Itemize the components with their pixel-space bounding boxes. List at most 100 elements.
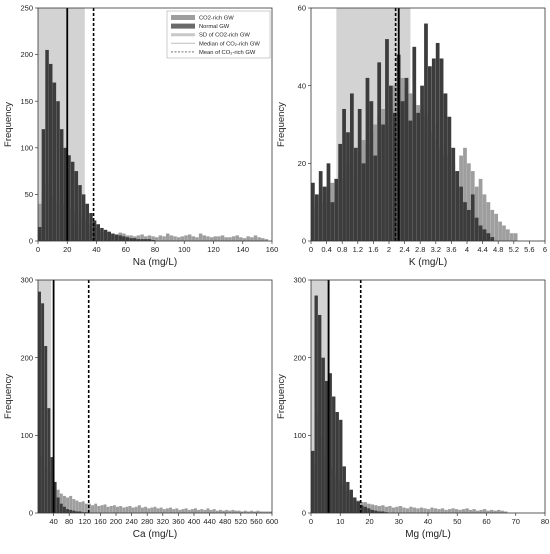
bar bbox=[467, 163, 471, 241]
x-tick-label: 60 bbox=[482, 517, 490, 526]
bar bbox=[144, 239, 148, 241]
bar bbox=[66, 509, 70, 513]
x-tick-label: 5.6 bbox=[524, 245, 534, 254]
bar bbox=[322, 186, 327, 241]
bar bbox=[125, 506, 129, 513]
bar bbox=[195, 237, 199, 241]
bar bbox=[78, 511, 82, 513]
bar bbox=[350, 93, 354, 241]
bar bbox=[147, 239, 152, 241]
bar bbox=[502, 225, 506, 241]
y-tick-label: 100 bbox=[293, 431, 306, 440]
bar bbox=[474, 186, 479, 241]
bar bbox=[84, 503, 88, 513]
bar bbox=[405, 508, 410, 513]
bar bbox=[470, 194, 475, 241]
bar bbox=[377, 511, 382, 513]
x-tick-label: 60 bbox=[122, 245, 130, 254]
bar bbox=[314, 295, 318, 513]
bar bbox=[433, 508, 438, 513]
bar bbox=[213, 236, 218, 241]
y-tick-label: 0 bbox=[302, 237, 306, 246]
bar bbox=[67, 155, 71, 241]
chart-panel-ca: 40 80 120 160 200 240 280 320 360 400 440 480 520 560… bbox=[3, 276, 278, 540]
bar bbox=[215, 510, 219, 513]
bar bbox=[389, 85, 393, 242]
bar bbox=[151, 236, 155, 241]
y-tick-label: 200 bbox=[293, 353, 306, 362]
y-tick-label: 50 bbox=[25, 190, 33, 199]
x-tick-label: 320 bbox=[157, 517, 170, 526]
y-tick-label: 0 bbox=[302, 509, 306, 518]
bar bbox=[38, 203, 42, 241]
x-tick-label: 2.4 bbox=[399, 245, 409, 254]
bar bbox=[81, 194, 86, 241]
x-tick-label: 4.8 bbox=[493, 245, 503, 254]
bar bbox=[81, 501, 85, 513]
bar bbox=[423, 508, 427, 513]
bar bbox=[112, 505, 116, 513]
bar bbox=[504, 511, 508, 513]
bar bbox=[75, 500, 79, 513]
bar bbox=[94, 503, 98, 513]
bar bbox=[78, 502, 82, 513]
bar bbox=[444, 509, 448, 513]
bar bbox=[404, 77, 409, 242]
series-co2-rich bbox=[38, 454, 272, 513]
bar bbox=[463, 147, 467, 241]
bar bbox=[162, 509, 166, 513]
bar bbox=[400, 101, 405, 241]
bar bbox=[381, 505, 385, 513]
bar bbox=[119, 506, 123, 513]
bar bbox=[191, 236, 196, 241]
y-tick-label: 0 bbox=[29, 237, 33, 246]
bar bbox=[41, 129, 46, 241]
x-tick-label: 280 bbox=[141, 517, 154, 526]
bar bbox=[209, 237, 214, 241]
bar bbox=[129, 238, 133, 241]
x-tick-label: 20 bbox=[63, 245, 71, 254]
bar bbox=[430, 507, 434, 513]
y-tick-label: 200 bbox=[20, 353, 33, 362]
bar bbox=[107, 231, 111, 241]
bar bbox=[325, 380, 329, 513]
bar bbox=[69, 509, 73, 513]
bar bbox=[479, 509, 483, 513]
series-normal bbox=[38, 49, 155, 241]
bar bbox=[133, 238, 137, 241]
bar bbox=[265, 511, 269, 513]
bar bbox=[62, 506, 66, 513]
bar bbox=[237, 510, 241, 513]
bar bbox=[136, 235, 141, 241]
bar bbox=[165, 508, 169, 513]
bar bbox=[118, 235, 122, 241]
bar bbox=[416, 508, 420, 513]
bar bbox=[454, 509, 459, 513]
bar bbox=[197, 509, 201, 513]
bar bbox=[72, 510, 76, 513]
bar bbox=[239, 237, 243, 241]
bar bbox=[384, 506, 389, 513]
bar bbox=[392, 112, 397, 241]
x-tick-label: 40 bbox=[92, 245, 100, 254]
x-tick-label: 400 bbox=[188, 517, 201, 526]
bar bbox=[47, 408, 51, 513]
chart-panel-k: 0 0.4 0.8 1.2 1.6 2 2.4 2.8 3.2 3.6 4 4.4 4.8 5.2 5.6 6… bbox=[276, 4, 547, 268]
y-tick-label: 40 bbox=[298, 81, 306, 90]
x-tick-label: 40 bbox=[424, 517, 432, 526]
plot-frame bbox=[310, 279, 546, 514]
bar bbox=[78, 185, 82, 241]
bar bbox=[482, 229, 487, 241]
bar bbox=[87, 503, 91, 513]
bar bbox=[475, 510, 480, 513]
bar bbox=[311, 450, 315, 513]
bar bbox=[96, 224, 101, 241]
legend-label: Normal GW bbox=[199, 24, 230, 30]
bar bbox=[435, 42, 440, 242]
bar bbox=[140, 239, 144, 241]
bar bbox=[137, 505, 141, 513]
bar bbox=[391, 507, 396, 513]
bar bbox=[212, 509, 216, 513]
legend-label: Median of CO₂-rich GW bbox=[199, 41, 260, 47]
bar bbox=[194, 508, 197, 513]
